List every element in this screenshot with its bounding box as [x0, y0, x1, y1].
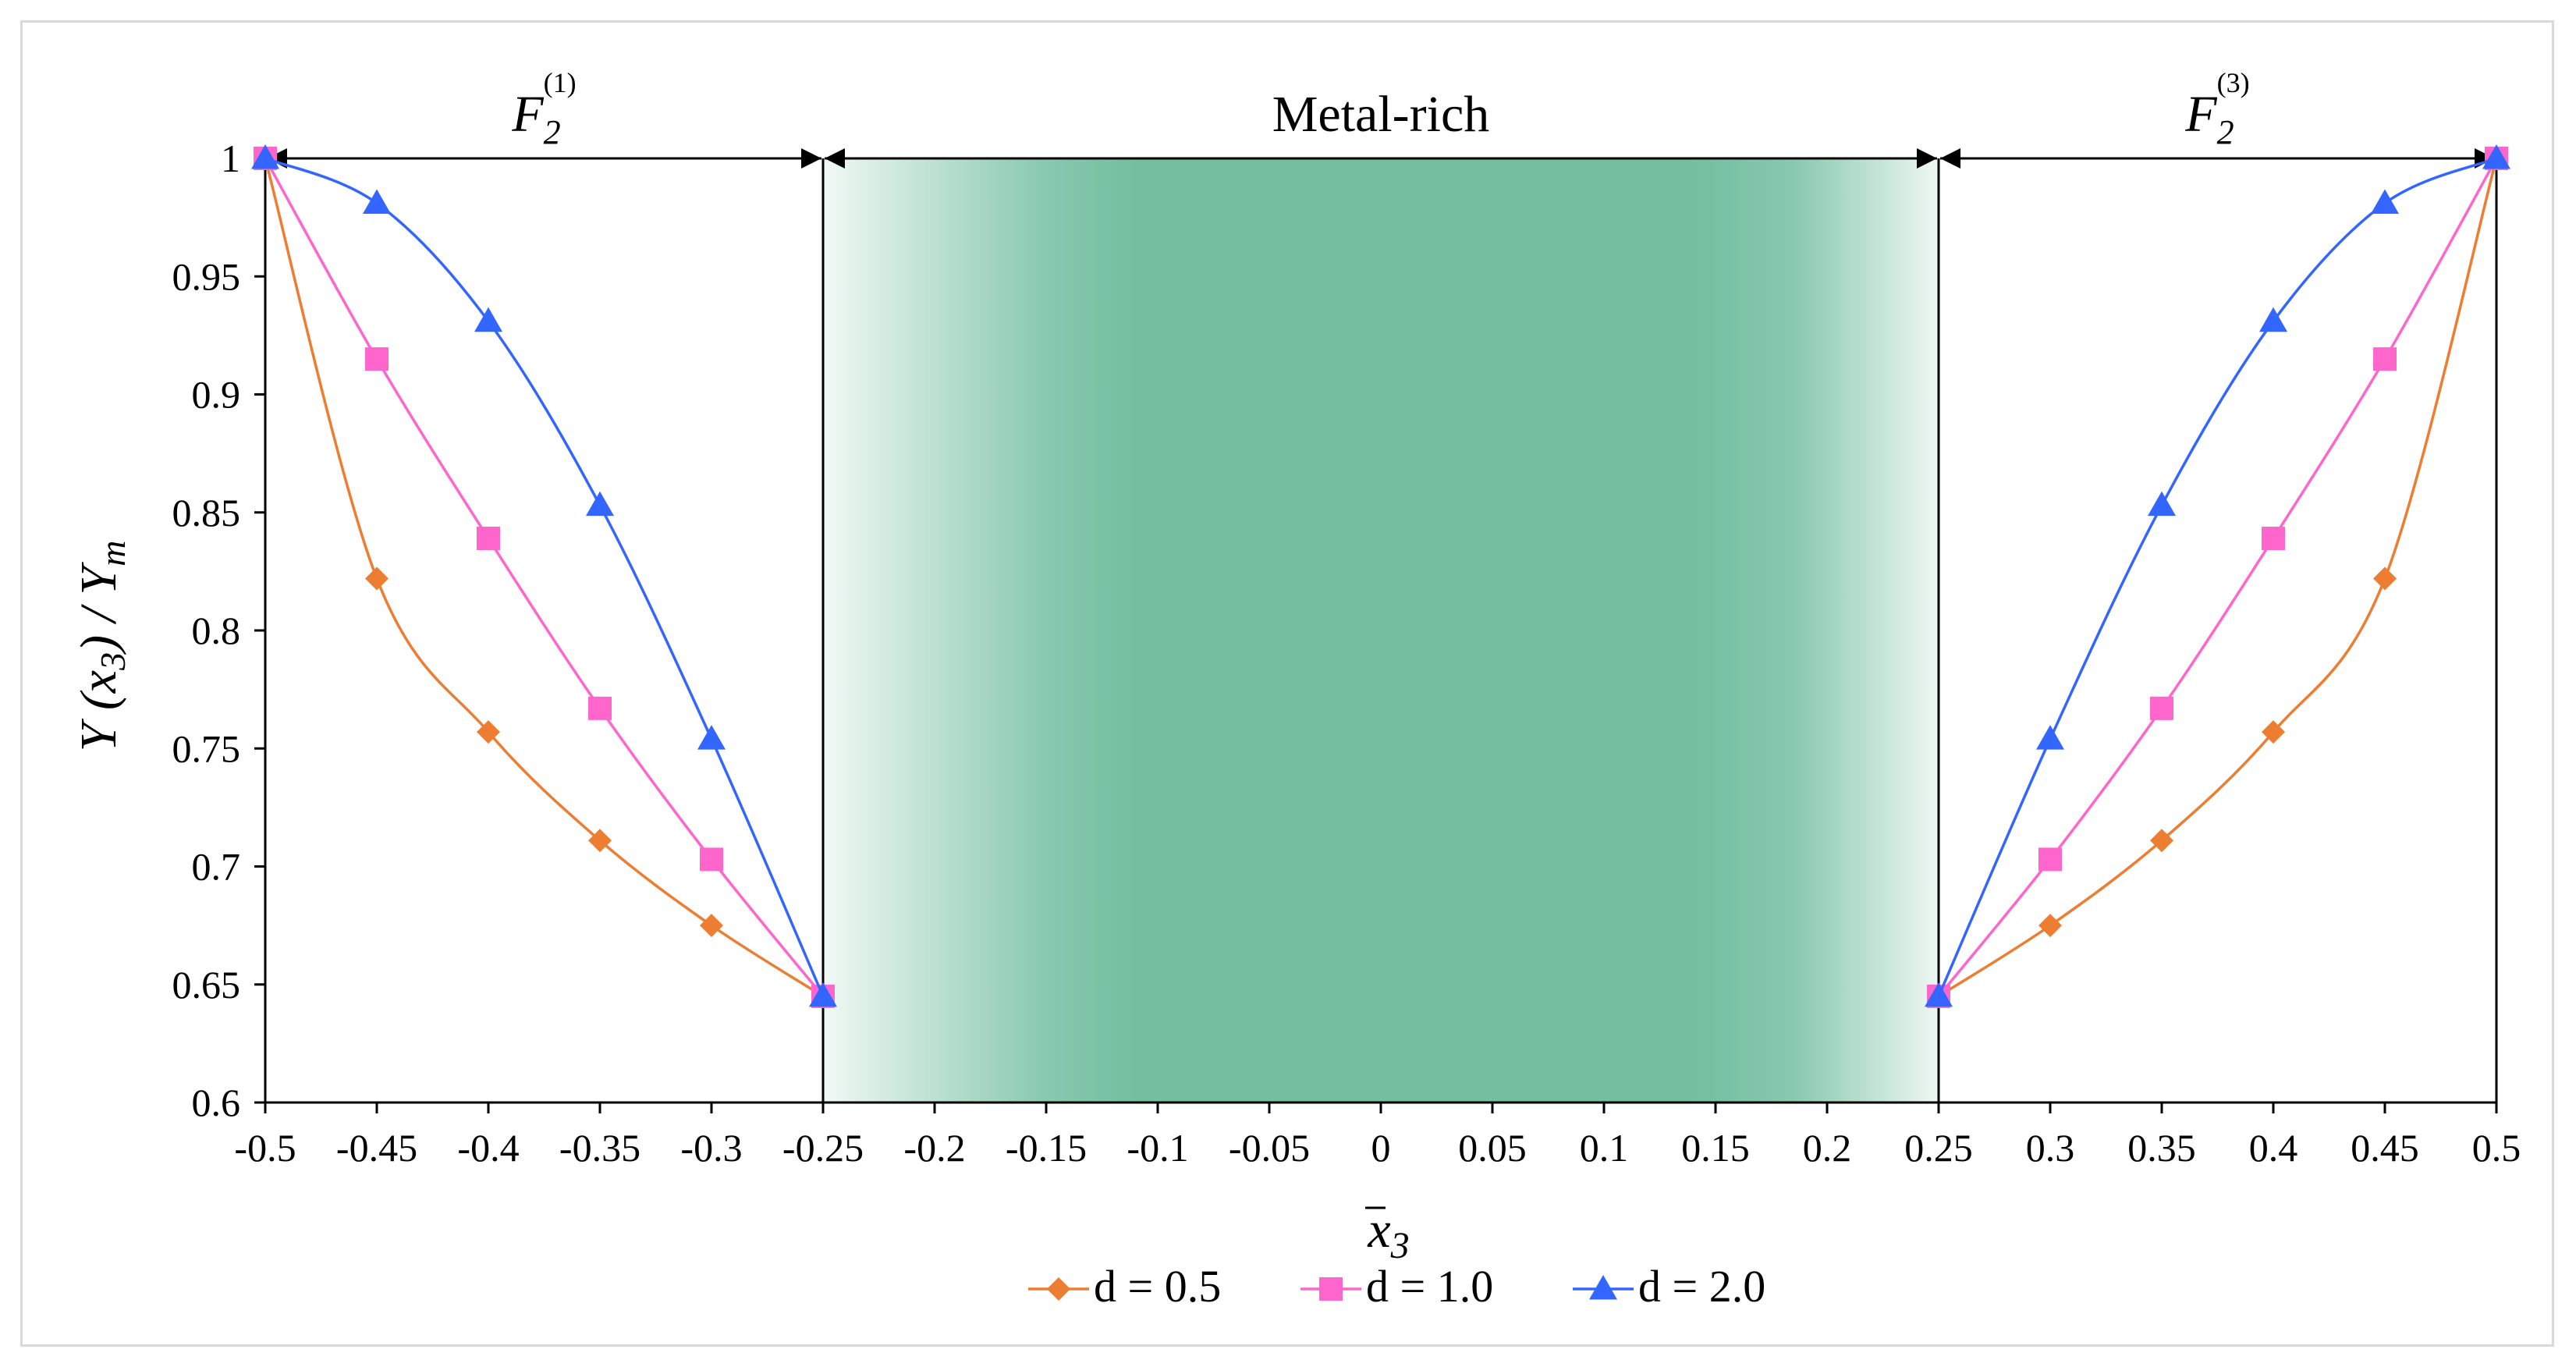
- data-point-d10-left: [588, 696, 612, 720]
- data-point-d05-right: [2373, 566, 2397, 591]
- legend-marker-d20: [1589, 1275, 1617, 1300]
- x-tick-label: 0.35: [2127, 1126, 2196, 1170]
- legend-label-d05: d = 0.5: [1094, 1261, 1221, 1312]
- data-point-d05-right: [2262, 720, 2285, 744]
- y-tick-label: 0.85: [172, 491, 241, 534]
- y-tick-label: 0.6: [192, 1081, 241, 1124]
- metal-rich-region: [823, 158, 1939, 1102]
- legend-label-d10: d = 1.0: [1366, 1261, 1493, 1312]
- x-tick-label: 0: [1371, 1126, 1391, 1170]
- series-line-d05-left: [264, 158, 824, 998]
- x-tick-label: -0.1: [1127, 1126, 1188, 1170]
- legend-marker-d10: [1319, 1277, 1343, 1301]
- x-tick-label: -0.2: [903, 1126, 965, 1170]
- data-point-d10-left: [700, 847, 723, 872]
- legend: d = 0.5 d = 1.0 d = 2.0: [1028, 1261, 1765, 1312]
- x-tick-label: 0.1: [1580, 1126, 1629, 1170]
- x-tick-label: -0.5: [234, 1126, 296, 1170]
- x-tick-label: 0.05: [1458, 1126, 1527, 1170]
- y-tick-label: 1: [221, 137, 240, 180]
- data-point-d05-left: [365, 566, 389, 591]
- data-point-d20-right: [2259, 307, 2287, 332]
- x-tick-label: 0.45: [2351, 1126, 2419, 1170]
- y-tick-label: 0.65: [172, 963, 241, 1007]
- x-tick-label: 0.5: [2472, 1126, 2521, 1170]
- data-point-d05-left: [588, 829, 612, 853]
- data-point-d10-right: [2373, 347, 2397, 371]
- data-point-d20-left: [474, 307, 502, 332]
- x-tick-label: -0.45: [336, 1126, 417, 1170]
- legend-marker-d05: [1047, 1277, 1070, 1301]
- data-point-d05-left: [477, 720, 500, 744]
- data-point-d20-left: [363, 189, 391, 214]
- data-point-d10-left: [477, 527, 500, 551]
- data-point-d20-right: [2148, 491, 2176, 517]
- data-point-d20-left: [251, 144, 279, 169]
- region-label-f2-1: F2(1): [511, 67, 576, 151]
- data-point-d10-right: [2038, 847, 2062, 872]
- y-tick-label: 0.7: [192, 845, 241, 889]
- x-tick-label: 0.15: [1681, 1126, 1750, 1170]
- x-tick-label: 0.2: [1803, 1126, 1852, 1170]
- y-tick-label: 0.9: [192, 373, 241, 417]
- data-point-d20-right: [2036, 725, 2064, 750]
- x-tick-label: -0.4: [457, 1126, 519, 1170]
- data-point-d05-right: [2038, 914, 2062, 938]
- data-point-d20-left: [697, 725, 726, 750]
- legend-label-d20: d = 2.0: [1638, 1261, 1765, 1312]
- data-point-d10-right: [2262, 527, 2285, 551]
- x-tick-label: -0.25: [782, 1126, 864, 1170]
- region-label-f2-3: F2(3): [2184, 67, 2249, 151]
- data-point-d05-left: [700, 914, 723, 938]
- y-tick-label: 0.95: [172, 254, 241, 298]
- data-point-d10-left: [365, 347, 389, 371]
- x-tick-label: -0.35: [559, 1126, 640, 1170]
- y-axis-title: Y (x3) / Ym: [70, 541, 133, 752]
- series-line-d10-left: [264, 158, 825, 997]
- data-point-d20-left: [809, 982, 837, 1007]
- y-tick-label: 0.75: [172, 726, 241, 770]
- region-label-metal-rich: Metal-rich: [1272, 86, 1490, 143]
- x-tick-label: -0.05: [1229, 1126, 1310, 1170]
- x-tick-label: 0.4: [2249, 1126, 2298, 1170]
- data-point-d20-left: [586, 491, 614, 517]
- x-tick-label: 0.3: [2026, 1126, 2075, 1170]
- x-axis-title: x3: [1367, 1202, 1409, 1266]
- data-point-d20-right: [2482, 144, 2510, 169]
- y-tick-label: 0.8: [192, 609, 241, 652]
- series-line-d20-right: [1937, 157, 2497, 997]
- data-point-d10-right: [2150, 696, 2173, 720]
- series-line-d10-right: [1937, 158, 2498, 997]
- data-point-d20-right: [2371, 189, 2399, 214]
- data-point-d20-right: [1925, 982, 1953, 1007]
- x-tick-label: -0.15: [1006, 1126, 1087, 1170]
- series-line-d05-right: [1938, 158, 2498, 998]
- x-tick-label: 0.25: [1904, 1126, 1973, 1170]
- series-line-d20-left: [264, 157, 825, 997]
- x-tick-label: -0.3: [680, 1126, 742, 1170]
- data-point-d05-right: [2150, 829, 2173, 853]
